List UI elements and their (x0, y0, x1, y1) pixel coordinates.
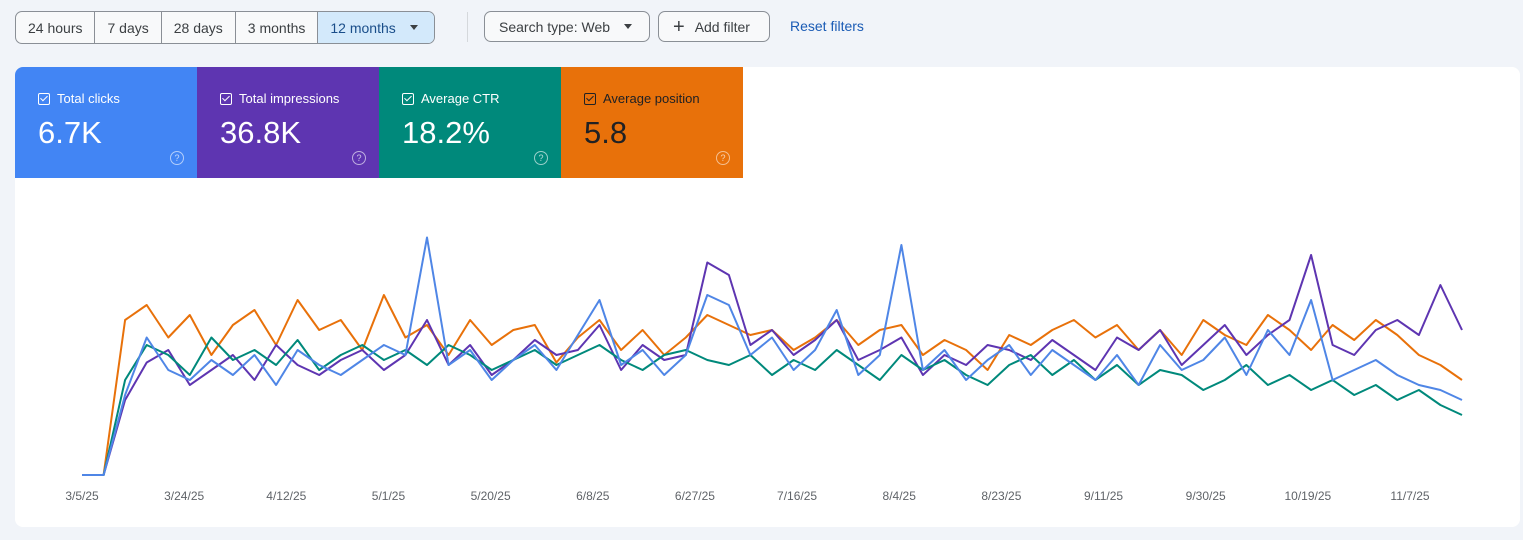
metric-total-impressions[interactable]: Total impressions 36.8K ? (197, 67, 379, 178)
x-tick-label: 3/5/25 (65, 489, 99, 503)
x-tick-label: 7/16/25 (777, 489, 817, 503)
checkbox-checked-icon[interactable] (584, 92, 596, 105)
range-28-days[interactable]: 28 days (162, 12, 236, 43)
add-filter-button[interactable]: + Add filter (658, 11, 770, 42)
x-tick-label: 4/12/25 (266, 489, 306, 503)
series-line-total-clicks (82, 236, 1463, 476)
reset-filters-link[interactable]: Reset filters (790, 18, 864, 34)
help-icon[interactable]: ? (170, 151, 184, 165)
series-line-average-position (82, 294, 1463, 476)
checkbox-checked-icon[interactable] (38, 92, 50, 105)
search-type-dropdown[interactable]: Search type: Web (484, 11, 650, 42)
checkbox-checked-icon[interactable] (402, 92, 414, 105)
x-tick-label: 8/23/25 (981, 489, 1021, 503)
metric-average-position[interactable]: Average position 5.8 ? (561, 67, 743, 178)
range-12-months-label: 12 months (330, 19, 396, 36)
add-filter-label: Add filter (694, 18, 750, 35)
metric-label: Total clicks (57, 91, 120, 106)
metric-value: 5.8 (584, 115, 628, 150)
performance-card: Total clicks 6.7K ? Total impressions 36… (15, 67, 1520, 527)
metric-value: 6.7K (38, 115, 102, 150)
divider (467, 12, 468, 42)
x-tick-label: 10/19/25 (1284, 489, 1331, 503)
date-range-selector: 24 hours 7 days 28 days 3 months 12 mont… (15, 11, 435, 44)
range-12-months[interactable]: 12 months (318, 12, 434, 43)
x-tick-label: 8/4/25 (883, 489, 917, 503)
x-tick-label: 5/20/25 (471, 489, 511, 503)
x-tick-label: 6/8/25 (576, 489, 610, 503)
range-24-hours[interactable]: 24 hours (16, 12, 96, 43)
help-icon[interactable]: ? (716, 151, 730, 165)
metric-label: Total impressions (239, 91, 340, 106)
help-icon[interactable]: ? (352, 151, 366, 165)
metric-total-clicks[interactable]: Total clicks 6.7K ? (15, 67, 197, 178)
x-tick-label: 3/24/25 (164, 489, 204, 503)
x-tick-label: 9/11/25 (1084, 489, 1123, 503)
metric-value: 36.8K (220, 115, 302, 150)
help-icon[interactable]: ? (534, 151, 548, 165)
metric-value: 18.2% (402, 115, 490, 150)
chevron-down-icon (409, 25, 418, 30)
range-3-months[interactable]: 3 months (236, 12, 319, 43)
metric-average-ctr[interactable]: Average CTR 18.2% ? (379, 67, 561, 178)
search-type-label: Search type: Web (499, 18, 611, 35)
x-tick-label: 6/27/25 (675, 489, 715, 503)
metric-label: Average position (603, 91, 700, 106)
metric-label: Average CTR (421, 91, 500, 106)
range-7-days[interactable]: 7 days (95, 12, 162, 43)
plus-icon: + (673, 15, 685, 38)
series-line-total-impressions (82, 254, 1463, 476)
x-tick-label: 9/30/25 (1186, 489, 1226, 503)
chevron-down-icon (624, 24, 633, 29)
checkbox-checked-icon[interactable] (220, 92, 232, 105)
x-tick-label: 11/7/25 (1390, 489, 1429, 503)
x-tick-label: 5/1/25 (372, 489, 406, 503)
